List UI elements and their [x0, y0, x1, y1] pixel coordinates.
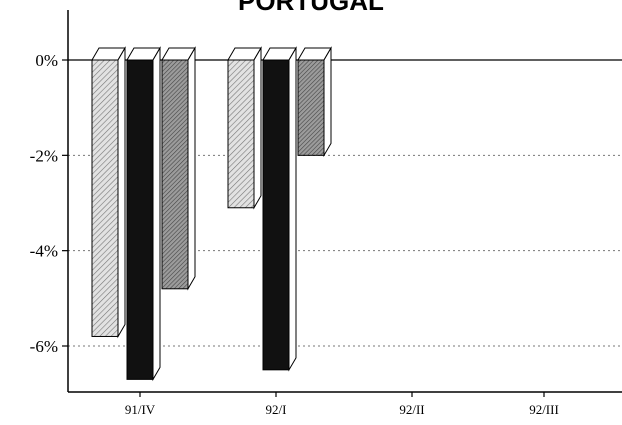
y-tick-label: -6%	[30, 337, 58, 356]
bar	[161, 46, 196, 291]
x-tick-label: 92/II	[399, 402, 424, 417]
bar-front	[161, 59, 189, 290]
bar-front	[126, 59, 154, 380]
bar-front	[227, 59, 255, 209]
bar-side	[323, 46, 332, 158]
bar	[126, 46, 161, 382]
bar-side	[117, 46, 126, 339]
bar-side	[187, 46, 196, 291]
bar-side	[253, 46, 262, 210]
tick-labels: 0% -2% -4% -6% 91/IV 92/I 92/II 92/III	[30, 51, 559, 417]
axes	[62, 10, 622, 397]
x-tick-label: 91/IV	[125, 402, 156, 417]
bar-side	[288, 46, 297, 372]
chart-title: PORTUGAL	[238, 0, 384, 16]
bar-front	[91, 59, 119, 337]
y-tick-label: -2%	[30, 146, 58, 165]
x-tick-label: 92/I	[266, 402, 287, 417]
bar	[91, 46, 126, 339]
bar	[262, 46, 297, 372]
bars	[91, 46, 332, 382]
y-tick-label: -4%	[30, 242, 58, 261]
bar-front	[262, 59, 290, 371]
bar-side	[152, 46, 161, 382]
x-tick-label: 92/III	[529, 402, 559, 417]
bar	[297, 46, 332, 158]
bar-front	[297, 59, 325, 156]
y-tick-label: 0%	[35, 51, 58, 70]
bar	[227, 46, 262, 210]
